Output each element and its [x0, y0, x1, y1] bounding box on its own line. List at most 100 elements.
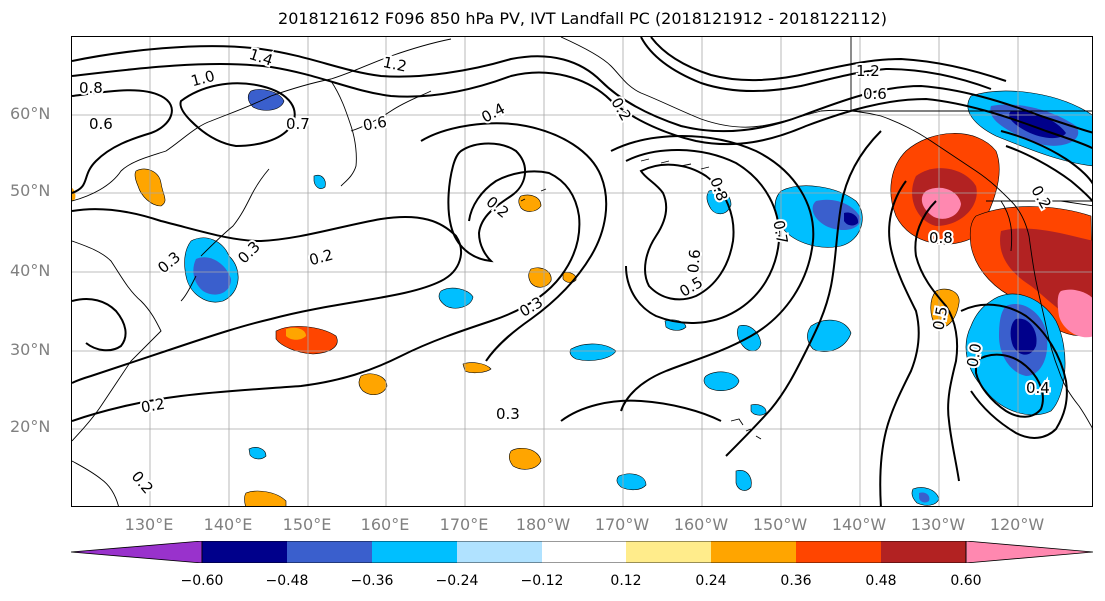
contour-label: 0.7 [286, 115, 310, 133]
contour-line [639, 163, 735, 301]
contour-line [960, 303, 1068, 439]
contour-line [179, 82, 296, 148]
shade-positive-region [528, 267, 552, 288]
lon-label-140e: 140°E [203, 515, 253, 534]
colorbar-tick: −0.60 [180, 573, 224, 589]
contour-line [420, 122, 608, 362]
contour-line [1005, 145, 1092, 203]
coastline-aleutians [520, 158, 710, 202]
coastline-north-america [1010, 200, 1092, 429]
contour-line [560, 399, 722, 422]
coastline-japan [180, 168, 270, 302]
lat-label-60n: 60°N [10, 104, 51, 123]
colorbar-segment [626, 541, 711, 563]
lon-label-130w: 130°W [910, 515, 966, 534]
colorbar-extend-high [965, 541, 1093, 563]
contour-line [1000, 130, 1092, 185]
colorbar [71, 541, 1093, 563]
contour-label: 0.6 [684, 248, 704, 273]
contour-line [72, 89, 173, 194]
contour-line [650, 37, 1007, 82]
contour-line [879, 180, 920, 506]
contour-label: 0.6 [89, 115, 113, 133]
contour-label: 1.2 [856, 62, 880, 80]
contour-label: 0.2 [128, 468, 157, 498]
colorbar-tick: −0.24 [435, 573, 479, 589]
contour-line [914, 200, 960, 482]
colorbar-tick: 0.24 [695, 573, 727, 589]
lon-label-130e: 130°E [124, 515, 174, 534]
shade-negative-region [703, 371, 740, 391]
map-panel: 1.4 1.2 1.0 0.8 0.6 0.7 0.6 0.4 0.3 0.2 … [71, 36, 1093, 507]
figure-title: 2018121612 F096 850 hPa PV, IVT Landfall… [278, 9, 887, 28]
lon-label-170e: 170°E [439, 515, 489, 534]
contour-lines [72, 37, 1092, 506]
shade-positive-region [72, 187, 76, 201]
colorbar-tick: 0.60 [950, 573, 982, 589]
lat-label-30n: 30°N [10, 340, 51, 359]
shade-negative-region [569, 343, 617, 361]
contour-label: 0.6 [362, 113, 389, 135]
shade-positive-region [1057, 289, 1092, 338]
lon-label-140w: 140°W [831, 515, 887, 534]
contour-line [72, 63, 1092, 150]
shade-negative-region [919, 492, 930, 503]
contour-label: 0.6 [863, 85, 887, 103]
contour-label: 0.3 [496, 405, 520, 423]
contour-label: 0.7 [769, 219, 791, 246]
contour-label: 0.8 [79, 79, 103, 97]
shade-negative-region [844, 212, 859, 226]
lon-label-160e: 160°E [360, 515, 410, 534]
colorbar-tick: 0.12 [610, 573, 642, 589]
contour-line [975, 353, 1044, 418]
shade-positive-region [244, 490, 287, 506]
shade-positive-region [518, 194, 542, 212]
shade-negative-region [193, 257, 231, 295]
shade-positive-region [275, 326, 338, 355]
contour-label: 0.3 [516, 293, 546, 321]
contour-line [640, 37, 992, 92]
shade-negative-region [616, 473, 647, 491]
colorbar-tick: −0.36 [350, 573, 394, 589]
contour-label: 0.2 [307, 246, 335, 270]
coastline-hawaii [730, 418, 762, 440]
contour-label: 0.5 [676, 273, 706, 301]
colorbar-tick: −0.48 [265, 573, 309, 589]
shade-positive-region [921, 187, 961, 219]
lon-label-170w: 170°W [594, 515, 650, 534]
colorbar-segment [796, 541, 881, 563]
lon-label-160w: 160°W [673, 515, 729, 534]
contour-line [72, 170, 581, 422]
colorbar-segment [711, 541, 796, 563]
colorbar-segment [457, 541, 542, 563]
contour-label: 1.2 [381, 53, 408, 76]
map-svg: 1.4 1.2 1.0 0.8 0.6 0.7 0.6 0.4 0.3 0.2 … [72, 37, 1092, 506]
contour-line [625, 149, 781, 324]
colorbar-segment [881, 541, 966, 563]
colorbar-frame [201, 541, 967, 563]
lon-label-150w: 150°W [752, 515, 808, 534]
contour-label: 0.4 [1026, 379, 1050, 397]
colorbar-segment [287, 541, 372, 563]
shade-negative-region [438, 287, 474, 309]
contour-line [610, 135, 815, 412]
contour-line [447, 142, 526, 263]
lon-label-180w: 180°W [515, 515, 571, 534]
shade-negative-region [1010, 318, 1037, 355]
shade-negative-region [735, 470, 752, 491]
graticule [72, 37, 1092, 506]
shade-negative-region [750, 404, 767, 416]
colorbar-extend-low [71, 541, 203, 563]
lon-label-120w: 120°W [989, 515, 1045, 534]
contour-label: 0.5 [929, 305, 951, 332]
contour-label: 0.2 [607, 94, 635, 124]
contour-label: 0.8 [929, 229, 953, 247]
contour-label: 0.3 [154, 248, 184, 277]
lat-label-20n: 20°N [10, 417, 51, 436]
contour-line [72, 208, 462, 384]
contour-line [72, 45, 1092, 134]
colorbar-tick: 0.48 [865, 573, 897, 589]
contour-line [725, 130, 882, 457]
shade-positive-region [358, 373, 388, 395]
coastline-asia [72, 38, 452, 202]
